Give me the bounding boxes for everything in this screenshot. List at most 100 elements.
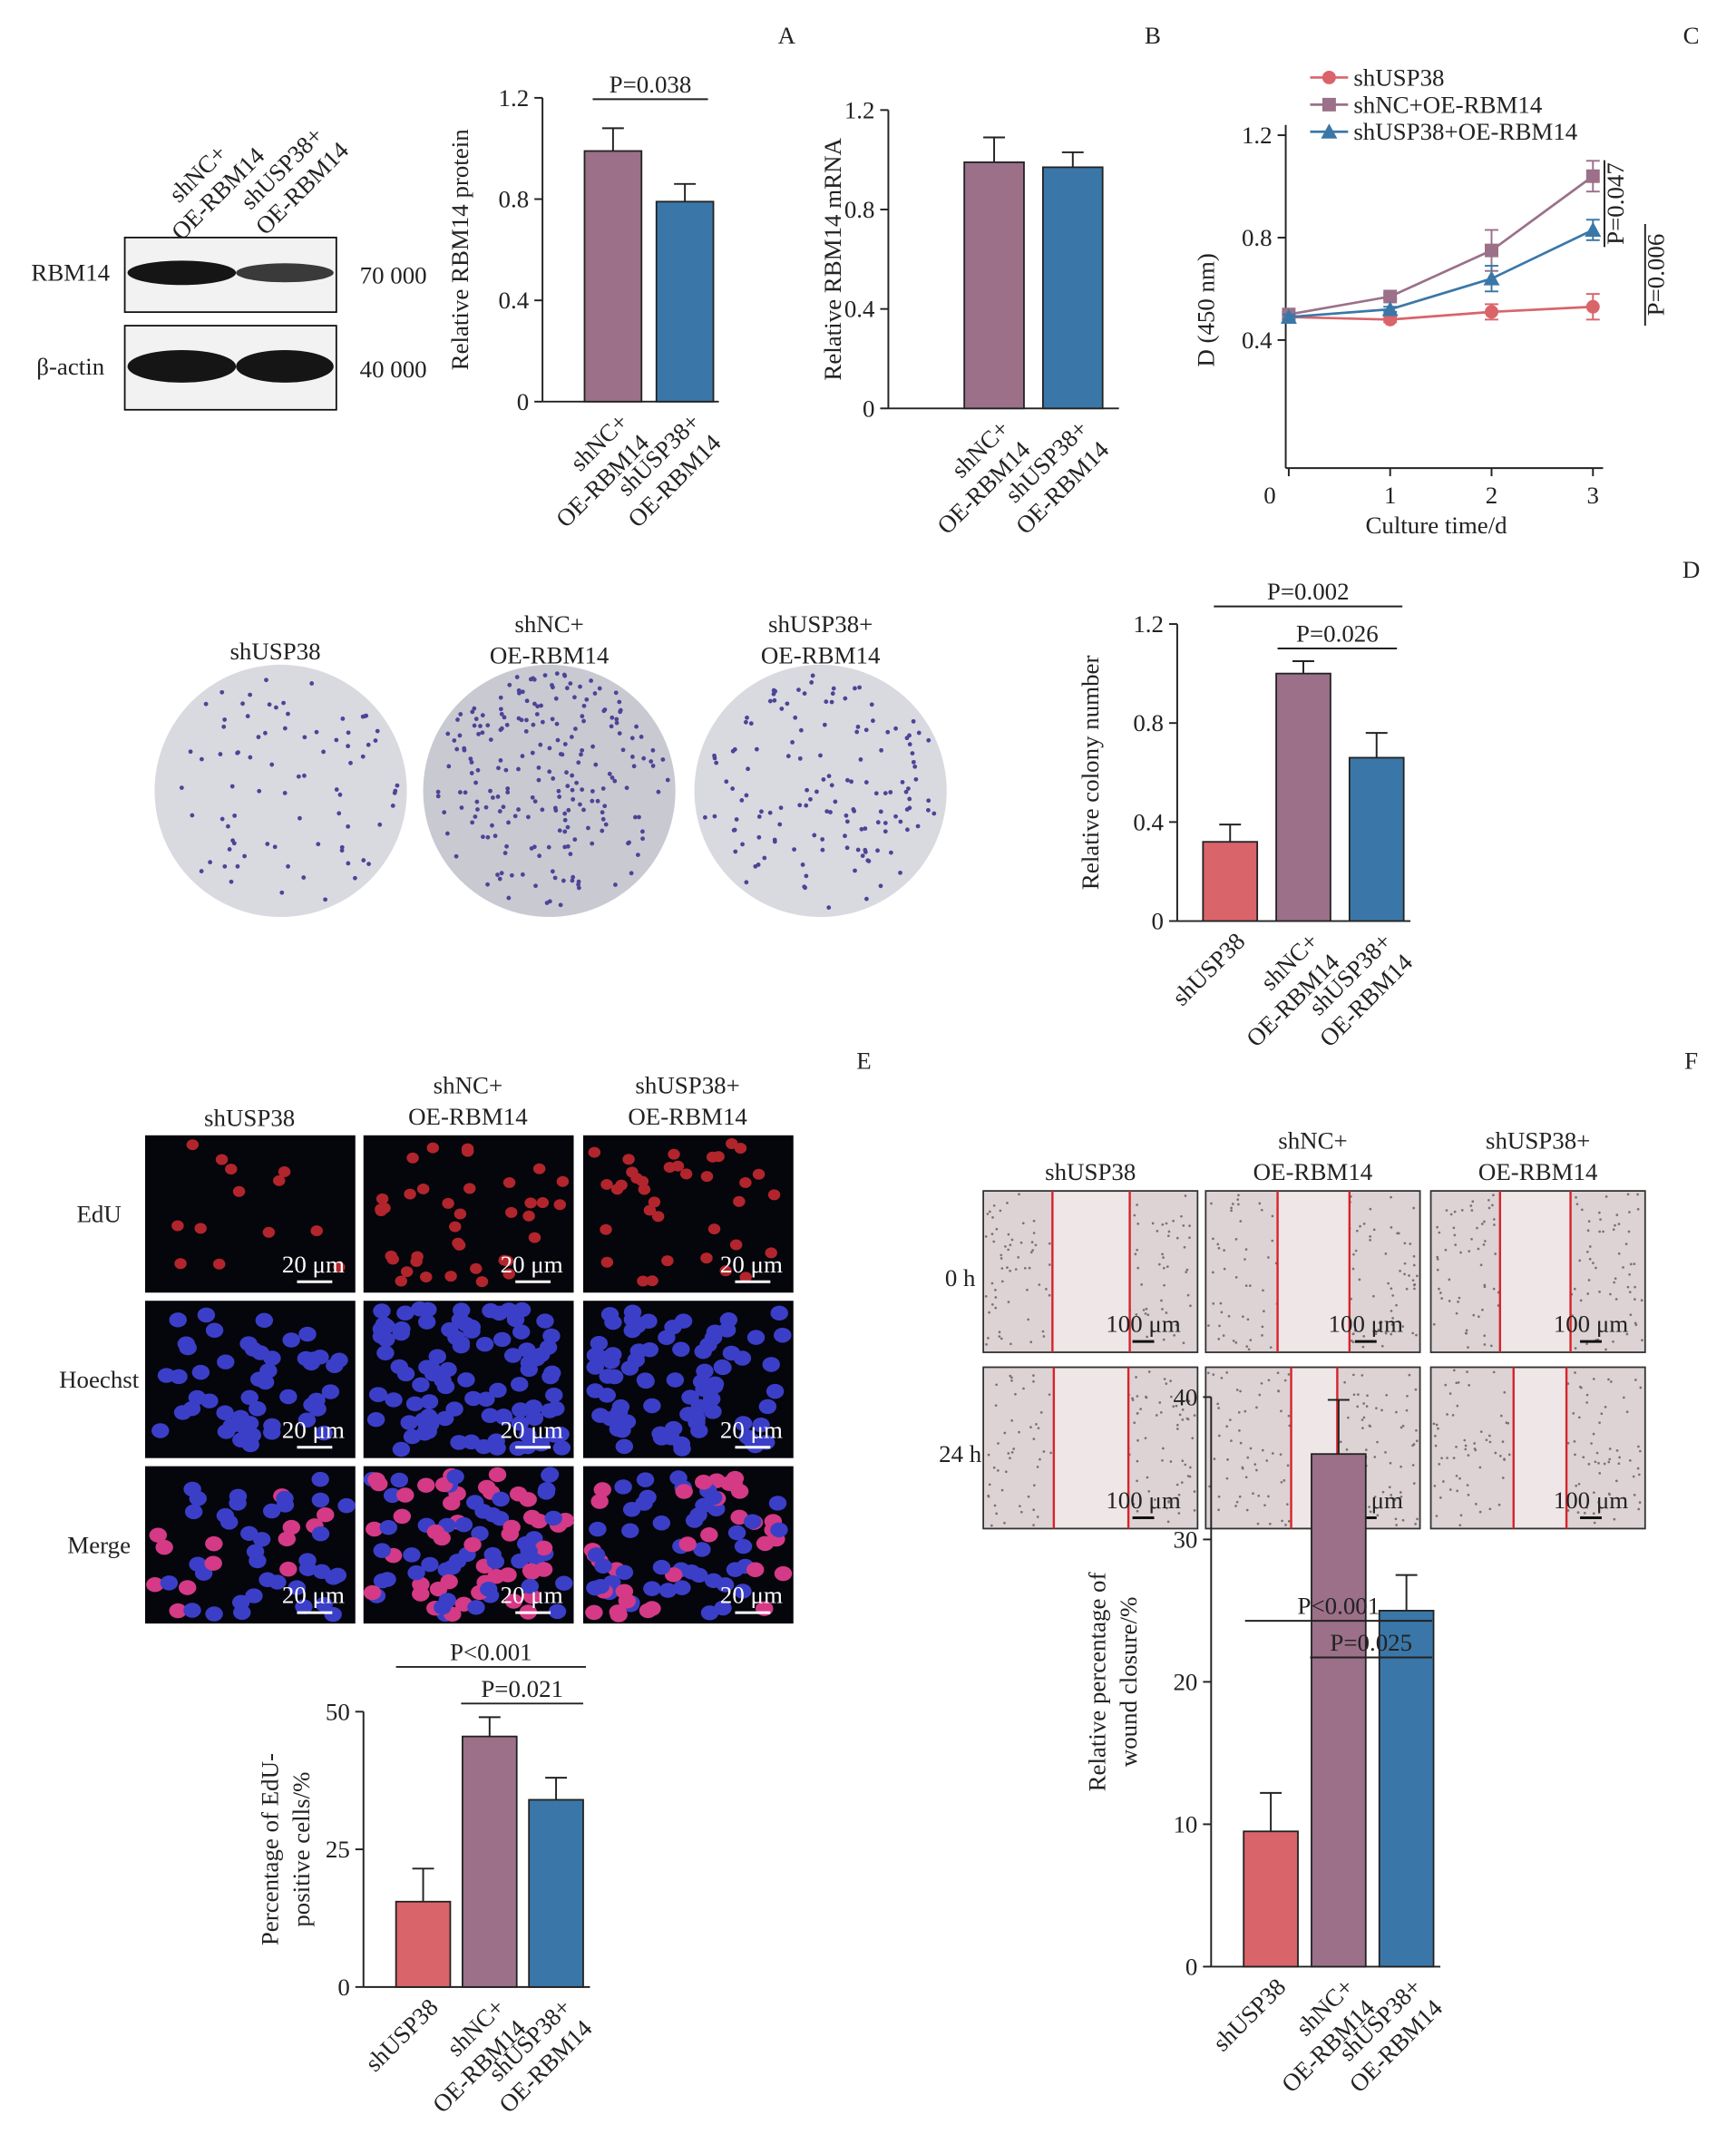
colony bbox=[883, 821, 888, 825]
colony bbox=[557, 828, 562, 833]
colony bbox=[800, 863, 805, 867]
cell bbox=[988, 1483, 991, 1486]
cell bbox=[1414, 1523, 1417, 1525]
colony bbox=[855, 847, 861, 853]
cell bbox=[1369, 1238, 1371, 1242]
nucleus bbox=[212, 1258, 226, 1270]
image-label: shNC+ OE-RBM14 bbox=[408, 1071, 528, 1129]
nucleus bbox=[614, 1479, 632, 1495]
image-label-line: shNC+ bbox=[514, 610, 583, 638]
nucleus bbox=[449, 1221, 462, 1233]
cell bbox=[1492, 1218, 1496, 1221]
cell bbox=[1442, 1480, 1445, 1483]
colony bbox=[830, 691, 835, 697]
y-axis-label: D (450 nm) bbox=[1192, 253, 1219, 367]
panel-label: A bbox=[778, 22, 796, 49]
colony bbox=[302, 773, 307, 778]
y-tick-label: 25 bbox=[326, 1836, 350, 1863]
cell bbox=[1617, 1462, 1621, 1466]
cell bbox=[1586, 1292, 1590, 1295]
colony bbox=[366, 742, 371, 747]
nucleus bbox=[483, 1507, 502, 1523]
nucleus bbox=[434, 1372, 452, 1389]
nucleus bbox=[594, 1558, 612, 1574]
cell bbox=[1412, 1443, 1416, 1446]
cell bbox=[1617, 1223, 1621, 1225]
cell bbox=[1244, 1248, 1248, 1251]
cell bbox=[1474, 1448, 1478, 1452]
colony bbox=[445, 831, 450, 836]
cell bbox=[1636, 1207, 1640, 1211]
colony bbox=[581, 703, 587, 708]
cell bbox=[1400, 1495, 1403, 1498]
cell bbox=[1031, 1249, 1035, 1252]
cell bbox=[1390, 1287, 1393, 1291]
nucleus bbox=[465, 1495, 484, 1510]
colony bbox=[516, 687, 522, 693]
nucleus bbox=[420, 1272, 433, 1283]
colony bbox=[911, 759, 916, 765]
colony bbox=[435, 794, 441, 799]
cell bbox=[1219, 1301, 1223, 1305]
colony bbox=[580, 747, 585, 753]
cell bbox=[1614, 1298, 1618, 1301]
nucleus bbox=[194, 1565, 213, 1581]
nucleus bbox=[556, 1175, 570, 1187]
nucleus bbox=[393, 1508, 412, 1525]
cell bbox=[1618, 1456, 1621, 1459]
cell bbox=[1394, 1517, 1398, 1521]
nucleus bbox=[704, 1404, 722, 1419]
cell bbox=[1458, 1296, 1461, 1300]
cell bbox=[1637, 1507, 1641, 1511]
nucleus bbox=[279, 1561, 297, 1577]
colony bbox=[759, 809, 764, 814]
nucleus bbox=[463, 1536, 482, 1553]
cell bbox=[1172, 1219, 1175, 1223]
cell bbox=[1136, 1438, 1139, 1442]
nucleus bbox=[447, 1330, 465, 1346]
nucleus bbox=[600, 1256, 614, 1268]
colony bbox=[493, 833, 498, 839]
colony bbox=[478, 724, 483, 728]
nucleus bbox=[638, 1184, 651, 1195]
colony bbox=[536, 777, 541, 783]
nucleus bbox=[591, 1578, 610, 1594]
point bbox=[1383, 312, 1398, 327]
cell bbox=[1187, 1399, 1191, 1403]
cell bbox=[990, 1233, 994, 1235]
cell bbox=[1592, 1262, 1595, 1264]
colony bbox=[346, 744, 351, 749]
cell bbox=[1488, 1507, 1492, 1511]
colony bbox=[636, 853, 640, 857]
colony bbox=[516, 766, 521, 772]
nucleus bbox=[169, 1603, 187, 1619]
nucleus bbox=[493, 1331, 512, 1348]
cell bbox=[1587, 1220, 1591, 1223]
cell bbox=[1352, 1373, 1355, 1377]
colony bbox=[442, 810, 447, 815]
nucleus bbox=[376, 1345, 395, 1360]
colony bbox=[802, 884, 807, 890]
colony bbox=[470, 709, 475, 715]
nucleus bbox=[694, 1343, 712, 1360]
cell bbox=[1286, 1503, 1289, 1506]
image-row-label: Hoechst bbox=[59, 1366, 140, 1393]
nucleus bbox=[643, 1398, 661, 1414]
x-axis-label: Culture time/d bbox=[1365, 512, 1507, 539]
nucleus bbox=[734, 1584, 752, 1599]
cell bbox=[1163, 1283, 1165, 1287]
cell bbox=[1638, 1501, 1642, 1504]
colony bbox=[235, 863, 240, 869]
cell bbox=[1459, 1514, 1463, 1517]
colony bbox=[844, 819, 850, 824]
cell bbox=[1400, 1465, 1402, 1468]
colony bbox=[281, 700, 286, 706]
cell bbox=[994, 1296, 998, 1299]
cell bbox=[1049, 1451, 1053, 1455]
colony bbox=[556, 788, 561, 794]
nucleus bbox=[661, 1255, 674, 1267]
colony bbox=[346, 861, 351, 866]
cell bbox=[1434, 1444, 1438, 1447]
cell bbox=[1048, 1293, 1051, 1297]
nucleus bbox=[492, 1491, 510, 1507]
